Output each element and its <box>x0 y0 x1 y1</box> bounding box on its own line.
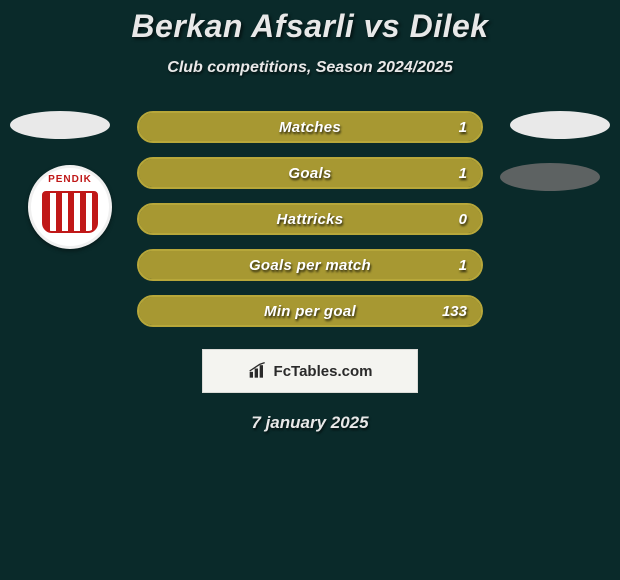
stat-bar: Goals per match 1 <box>137 249 483 281</box>
stat-right-value: 1 <box>459 159 467 187</box>
right-photo-placeholder <box>510 111 610 139</box>
right-club-placeholder <box>500 163 600 191</box>
stat-right-value: 1 <box>459 113 467 141</box>
stat-bar: Matches 1 <box>137 111 483 143</box>
subtitle: Club competitions, Season 2024/2025 <box>0 59 620 77</box>
brand-text: FcTables.com <box>274 363 373 380</box>
stat-bar: Goals 1 <box>137 157 483 189</box>
page-title: Berkan Afsarli vs Dilek <box>0 0 620 45</box>
stat-label: Goals <box>288 165 331 182</box>
badge-shield-icon <box>42 191 98 233</box>
stat-label: Matches <box>279 119 341 136</box>
badge-text: PENDIK <box>34 174 106 185</box>
stat-label: Goals per match <box>249 257 371 274</box>
stat-right-value: 133 <box>442 297 467 325</box>
bar-chart-icon <box>248 362 268 380</box>
date-line: 7 january 2025 <box>0 413 620 433</box>
stat-right-value: 1 <box>459 251 467 279</box>
stats-bars: Matches 1 Goals 1 Hattricks 0 Goals per match 1… <box>137 111 483 327</box>
brand-box[interactable]: FcTables.com <box>202 349 418 393</box>
comparison-panel: PENDIK Matches 1 Goals 1 Hattricks 0 Goals per… <box>0 111 620 433</box>
stat-label: Hattricks <box>277 211 344 228</box>
stat-bar: Hattricks 0 <box>137 203 483 235</box>
left-club-badge: PENDIK <box>28 165 112 249</box>
left-photo-placeholder <box>10 111 110 139</box>
stat-label: Min per goal <box>264 303 356 320</box>
stat-bar: Min per goal 133 <box>137 295 483 327</box>
stat-right-value: 0 <box>459 205 467 233</box>
